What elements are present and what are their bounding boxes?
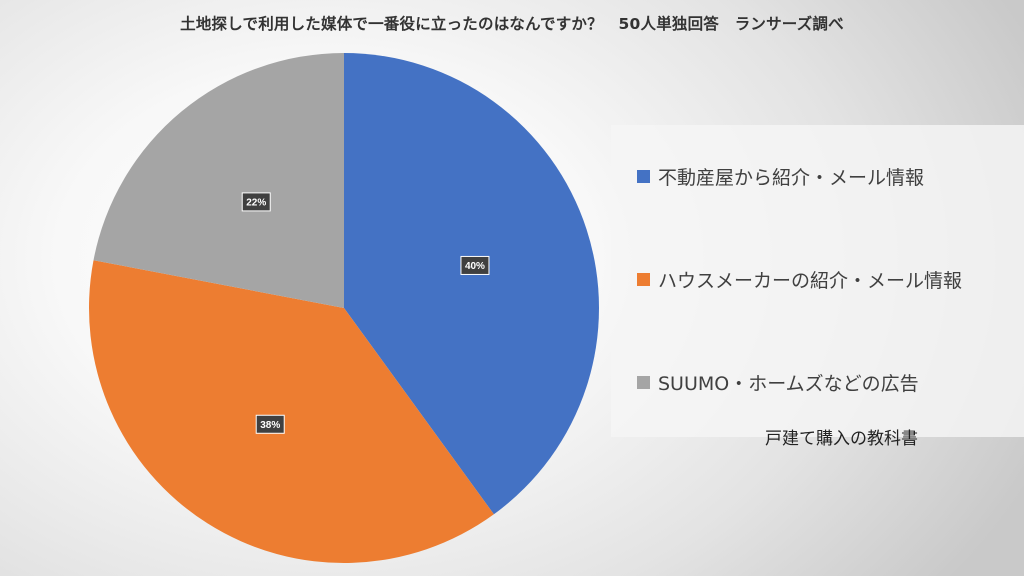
- pie-slice-housemaker[interactable]: [88, 260, 494, 564]
- legend-label-realtor: 不動産屋から紹介・メール情報: [658, 167, 925, 189]
- legend-swatch-realtor: [637, 170, 650, 183]
- legend-swatch-portal-ads: [637, 376, 650, 389]
- data-label-text-portal-ads: 22%: [246, 197, 266, 208]
- legend: 不動産屋から紹介・メール情報 ハウスメーカーの紹介・メール情報 SUUMO・ホー…: [611, 125, 1024, 437]
- chart-title: 土地探しで利用した媒体で一番役に立ったのはなんですか？ 50人単独回答 ランサー…: [180, 15, 844, 33]
- pie-slice-portal-ads[interactable]: [93, 53, 344, 308]
- data-label-text-realtor: 40%: [465, 261, 485, 272]
- data-label-realtor: 40%: [460, 255, 490, 275]
- legend-item-realtor[interactable]: 不動産屋から紹介・メール情報: [637, 163, 924, 190]
- data-label-box-portal-ads: [241, 192, 271, 212]
- pie-slice-realtor[interactable]: [344, 53, 600, 515]
- data-label-housemaker: 38%: [255, 414, 285, 434]
- data-label-box-realtor: [460, 255, 490, 275]
- legend-label-portal-ads: SUUMO・ホームズなどの広告: [658, 373, 919, 395]
- data-label-text-housemaker: 38%: [260, 420, 280, 431]
- data-label-box-housemaker: [255, 414, 285, 434]
- legend-swatch-housemaker: [637, 273, 650, 286]
- data-label-portal-ads: 22%: [241, 192, 271, 212]
- legend-item-housemaker[interactable]: ハウスメーカーの紹介・メール情報: [637, 266, 962, 293]
- legend-item-portal-ads[interactable]: SUUMO・ホームズなどの広告: [637, 369, 919, 396]
- watermark-text: 戸建て購入の教科書: [765, 429, 918, 449]
- legend-label-housemaker: ハウスメーカーの紹介・メール情報: [658, 270, 963, 292]
